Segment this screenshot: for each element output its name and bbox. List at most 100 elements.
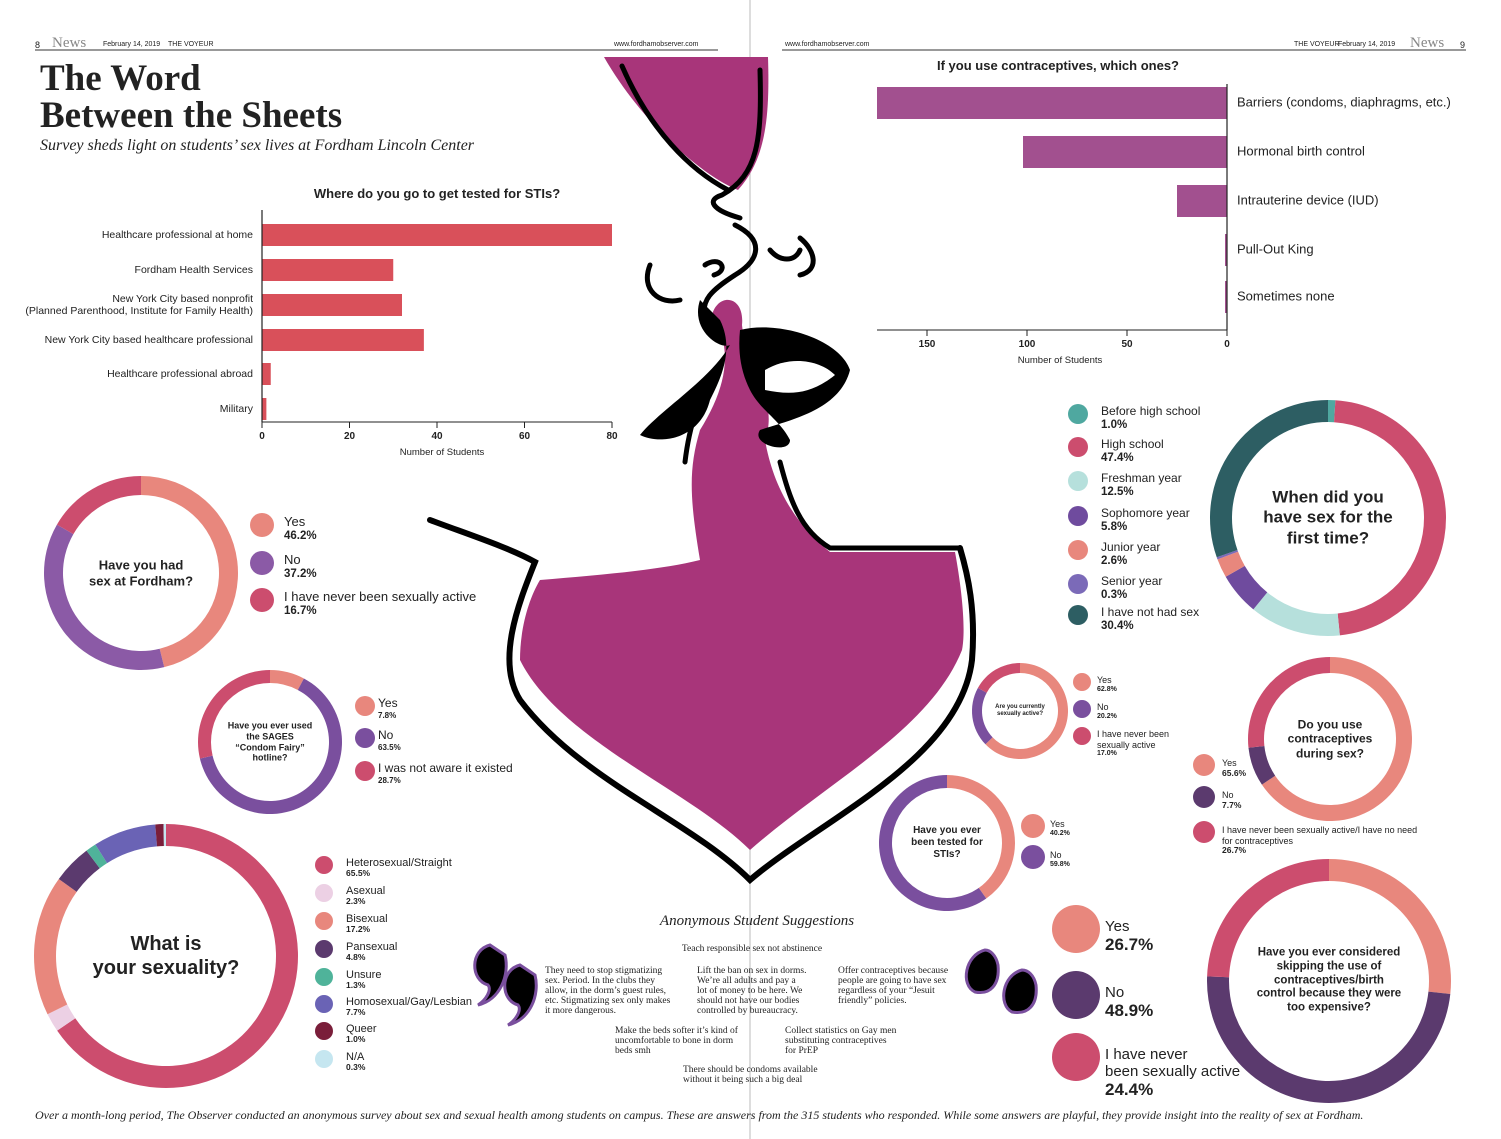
x-tick-label: 20 [343, 431, 356, 442]
legend-item: Freshman year 12.5% [1101, 471, 1182, 499]
legend-item: I have never been sexually active/I have… [1222, 825, 1417, 855]
quote-mark [964, 948, 1000, 995]
legend-value: 0.3% [1101, 588, 1128, 601]
legend-value: 48.9% [1105, 1001, 1154, 1020]
legend-value: 2.3% [346, 896, 366, 907]
donut-segment [43, 524, 165, 670]
section-name: News [1410, 35, 1445, 51]
legend-item: Bisexual 17.2% [346, 913, 388, 935]
legend-value: 47.4% [1101, 451, 1134, 464]
donut-segment [977, 663, 1020, 693]
x-tick-label: 0 [259, 431, 265, 442]
suggestions-heading: Anonymous Student Suggestions [659, 913, 855, 929]
legend-value: 0.3% [346, 1062, 366, 1073]
legend-swatch [315, 1050, 333, 1068]
illustration-lips [640, 300, 730, 440]
legend-swatch [315, 995, 333, 1013]
section-name: News [52, 35, 87, 51]
donut-segment [163, 824, 166, 847]
donut-segment [33, 878, 77, 1015]
legend-value: 65.6% [1222, 767, 1247, 778]
legend-value: 46.2% [284, 530, 317, 543]
legend-item: Yes 26.7% [1105, 918, 1153, 955]
legend-item: Queer 1.0% [346, 1023, 377, 1045]
legend-swatch [1068, 437, 1088, 457]
legend-item: Unsure 1.3% [346, 969, 381, 991]
legend-swatch [1073, 700, 1091, 718]
legend-label: No [1050, 850, 1062, 861]
bar [262, 224, 612, 246]
chart-title: Where do you go to get tested for STIs? [313, 186, 561, 201]
legend-label: No [1097, 702, 1109, 713]
donut-title: Have you ever considered skipping the us… [1256, 946, 1402, 1014]
donut-title: Do you use contraceptives during sex? [1287, 717, 1373, 761]
footer-note: Over a month-long period, The Observer c… [35, 1108, 1364, 1122]
legend-label: Homosexual/Gay/Lesbian [346, 995, 472, 1008]
legend-label: Before high school [1101, 404, 1201, 418]
bar [1225, 234, 1227, 266]
legend-value: 5.8% [1101, 520, 1128, 533]
subheadline: Survey sheds light on students’ sex live… [40, 137, 475, 154]
legend-item: I have not had sex 30.4% [1101, 605, 1199, 633]
legend-label: Yes [284, 514, 306, 530]
legend-value: 30.4% [1101, 619, 1134, 632]
page-number: 9 [1460, 40, 1466, 50]
legend-swatch [355, 728, 375, 748]
bar [262, 398, 267, 420]
suggestion: They need to stop stigmatizing sex. Peri… [545, 966, 671, 1016]
illustration [427, 57, 977, 885]
suggestion: Make the beds softer it’s kind of uncomf… [615, 1026, 738, 1056]
legend-label: Yes [1097, 675, 1112, 686]
legend-label: Queer [346, 1022, 377, 1035]
x-tick-label: 40 [431, 431, 443, 442]
illustration-teeth [765, 360, 835, 393]
suggestion: Teach responsible sex not abstinence [681, 944, 823, 954]
legend-item: No 7.7% [1222, 790, 1241, 810]
legend-item: High school 47.4% [1101, 437, 1164, 465]
donut-segment [947, 775, 1016, 899]
donut-title: What is your sexuality? [92, 933, 240, 979]
legend-label: Asexual [346, 884, 386, 897]
category-label: New York City based healthcare professio… [44, 333, 253, 346]
issue-date: February 14, 2019 [1338, 41, 1396, 48]
legend-label: No [378, 728, 394, 742]
legend-swatch [250, 513, 274, 537]
legend-item: No 59.8% [1050, 850, 1070, 868]
donut-segment [1329, 859, 1451, 995]
category-label: Barriers (condoms, diaphragms, etc.) [1237, 94, 1451, 110]
donut-title: Have you ever used the SAGES “Condom Fai… [227, 720, 313, 763]
legend-label: N/A [346, 1050, 365, 1063]
legend-item: I have never been sexually active 16.7% [284, 589, 476, 618]
paper-name: THE VOYEUR [168, 41, 214, 48]
x-tick-label: 50 [1121, 339, 1133, 350]
suggestion: Collect statistics on Gay men substituti… [785, 1026, 897, 1056]
legend-value: 12.5% [1101, 485, 1134, 498]
x-axis-label: Number of Students [399, 447, 485, 458]
website: www.fordhamobserver.com [785, 41, 870, 48]
legend-value: 63.5% [378, 742, 401, 752]
bar [1023, 136, 1227, 168]
bar [1177, 185, 1227, 217]
illustration-outline [644, 235, 816, 304]
legend-swatch [315, 1022, 333, 1040]
illustration-outline [427, 517, 977, 885]
bar [262, 259, 394, 281]
category-label: Pull-Out King [1237, 241, 1314, 257]
legend-value: 20.2% [1097, 712, 1117, 720]
legend-item: Yes 62.8% [1097, 675, 1117, 693]
donut-segment [879, 775, 987, 911]
legend-swatch [1073, 727, 1091, 745]
x-axis-label: Number of Students [1017, 355, 1103, 366]
legend-value: 2.6% [1101, 554, 1128, 567]
legend-label: Yes [1050, 819, 1065, 830]
legend-swatch [1068, 574, 1088, 594]
legend-label: No [1222, 790, 1234, 801]
issue-date: February 14, 2019 [103, 41, 161, 48]
legend-value: 40.2% [1050, 829, 1070, 837]
donut-segment [141, 476, 238, 668]
legend-label: Junior year [1101, 540, 1161, 554]
legend-item: Junior year 2.6% [1101, 540, 1161, 568]
donut-segment [1216, 549, 1239, 560]
